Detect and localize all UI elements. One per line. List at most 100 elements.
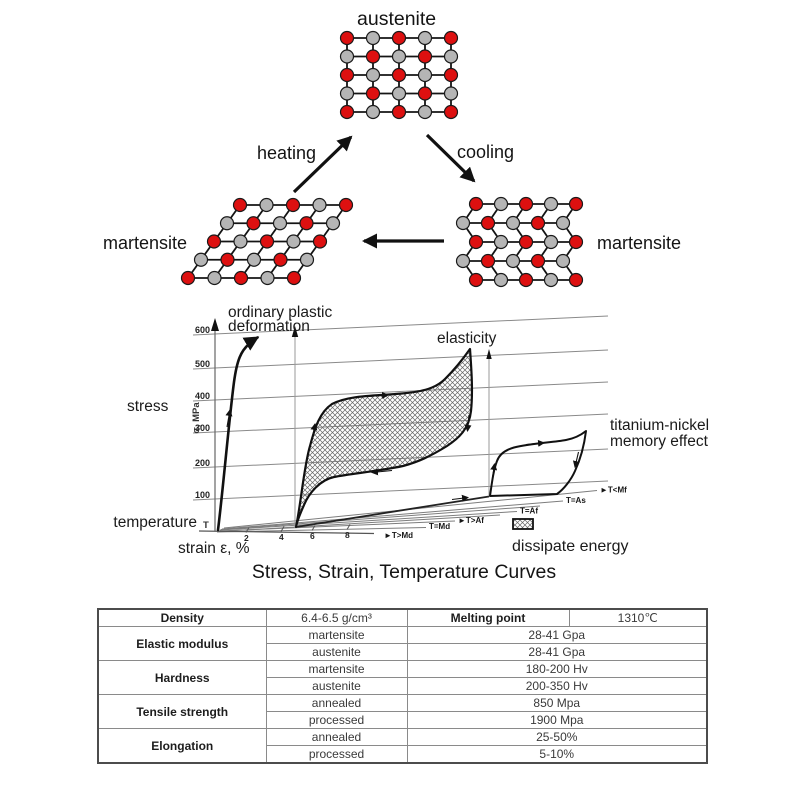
memory-effect-loop <box>489 430 587 497</box>
strain-label: strain ε, % <box>178 540 250 557</box>
cooling-arrow-icon <box>425 133 476 183</box>
martensite-right-label: martensite <box>597 233 681 253</box>
loop-right-arrow-icon <box>367 391 389 399</box>
atom-red <box>339 30 355 46</box>
elasticity-label: elasticity <box>437 330 497 347</box>
atom-red <box>417 49 433 64</box>
memory-right-arrow-icon <box>525 439 545 447</box>
table-row: Density 6.4-6.5 g/cm³ Melting point 1310℃ <box>97 608 708 627</box>
atom-red <box>391 67 407 83</box>
table-row: Elongation annealed 25-50% <box>97 728 708 764</box>
atom-gray <box>543 196 559 212</box>
atom-gray <box>233 234 248 249</box>
table-value-cell: martensite <box>265 660 408 678</box>
atom-gray <box>391 86 407 101</box>
loop-left-arrow-icon <box>371 468 393 476</box>
table-value-cell: 1900 Mpa <box>406 711 708 729</box>
atom-gray <box>493 234 509 250</box>
atom-gray <box>543 272 559 288</box>
stress-axis-arrow-icon <box>211 318 219 331</box>
svg-text:100: 100 <box>195 490 210 500</box>
atom-gray <box>417 67 433 83</box>
table-header-cell: Tensile strength <box>97 694 267 729</box>
chart-title: Stress, Strain, Temperature Curves <box>252 561 556 583</box>
svg-text:►T>Md: ►T>Md <box>384 531 413 540</box>
loop-down-arrow-icon <box>464 414 472 432</box>
memory-label-line1: titanium-nickel <box>610 417 709 434</box>
temperature-label: temperature <box>113 514 197 531</box>
svg-text:►T>Af: ►T>Af <box>458 516 484 525</box>
atom-red <box>206 234 222 249</box>
svg-text:200: 200 <box>195 458 210 468</box>
martensite-right-lattice <box>455 196 584 288</box>
atom-red <box>273 252 288 267</box>
atom-red <box>233 270 249 286</box>
table-value-cell: 5-10% <box>406 745 708 764</box>
atom-gray <box>505 215 521 231</box>
atom-gray <box>219 216 235 231</box>
atom-red <box>530 215 546 231</box>
atom-red <box>285 197 301 213</box>
atom-red <box>220 252 235 267</box>
atom-gray <box>299 252 315 267</box>
table-row: processed 5-10% <box>98 745 708 764</box>
atom-red <box>365 49 381 64</box>
table-value-cell: 180-200 Hv <box>406 660 708 678</box>
atom-red <box>299 216 314 231</box>
svg-text:T=As: T=As <box>566 496 586 505</box>
table-header-cell: Elongation <box>97 728 267 764</box>
atom-gray <box>443 86 459 101</box>
atom-gray <box>455 215 471 231</box>
atom-red <box>443 30 459 46</box>
atom-gray <box>339 86 355 101</box>
baseline-right-arrow-icon <box>451 494 469 502</box>
table-value-cell: martensite <box>265 626 408 644</box>
sigma-axis-label: σ, MPa <box>191 402 202 434</box>
atom-red <box>518 272 534 288</box>
table-value-cell: 25-50% <box>406 728 708 746</box>
svg-text:400: 400 <box>195 391 210 401</box>
svg-text:6: 6 <box>310 531 315 541</box>
table-header-cell: Density <box>97 608 267 627</box>
svg-text:300: 300 <box>195 423 210 433</box>
svg-text:T=Md: T=Md <box>429 522 450 531</box>
x-tick-labels: 2 4 6 8 <box>244 530 350 543</box>
atom-red <box>312 234 328 249</box>
atom-gray <box>246 252 262 267</box>
table-value-cell: 28-41 Gpa <box>406 626 708 644</box>
atom-red <box>180 270 196 286</box>
plastic-up-arrow-icon <box>225 409 233 428</box>
martensite-left-lattice <box>180 197 354 286</box>
table-value-cell: processed <box>265 745 408 764</box>
atom-gray <box>417 30 433 46</box>
austenite-label: austenite <box>357 8 436 30</box>
atom-gray <box>493 196 509 212</box>
atom-red <box>417 86 433 101</box>
atom-red <box>339 67 355 83</box>
temperature-line-labels: ►T>Md T=Md ►T>Af T=Af T=As ►T<Mf <box>384 486 627 541</box>
atom-red <box>518 234 534 250</box>
table-value-cell: 200-350 Hv <box>406 677 708 695</box>
atom-red <box>339 104 355 120</box>
atom-red <box>518 196 534 212</box>
atom-gray <box>443 49 459 64</box>
phase-transformation-diagram: austenite heating cooling martensite mar… <box>103 8 681 288</box>
superelasticity-loop <box>294 347 474 529</box>
table-header-cell: Melting point <box>406 608 570 627</box>
atom-red <box>468 196 484 212</box>
atom-red <box>468 234 484 250</box>
atom-red <box>365 86 381 101</box>
atom-red <box>232 197 248 213</box>
svg-text:T=Af: T=Af <box>520 507 538 516</box>
plastic-label-line1: ordinary plastic <box>228 304 332 321</box>
atom-red <box>391 104 407 120</box>
svg-text:2: 2 <box>244 533 249 543</box>
atom-gray <box>325 216 341 231</box>
table-row: austenite 200-350 Hv <box>98 677 708 695</box>
atom-gray <box>391 49 407 64</box>
atom-red <box>568 196 584 212</box>
atom-gray <box>272 216 288 231</box>
table-row: Hardness martensite 180-200 Hv <box>97 660 708 695</box>
austenite-lattice <box>339 30 459 120</box>
atom-gray <box>365 104 381 120</box>
